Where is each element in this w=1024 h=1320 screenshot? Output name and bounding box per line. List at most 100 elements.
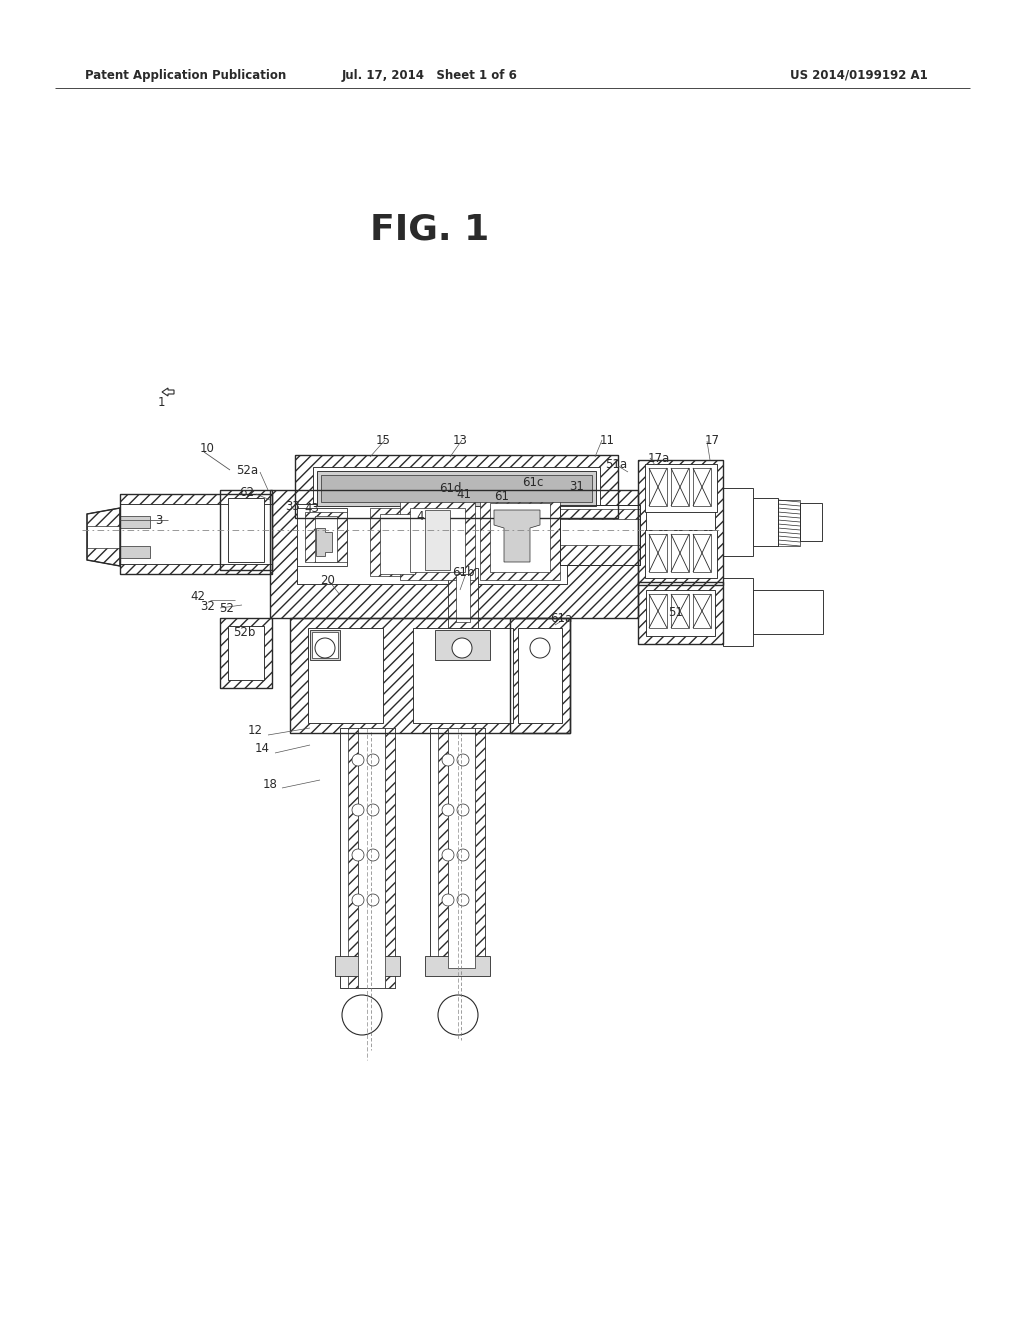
Polygon shape bbox=[435, 630, 490, 660]
Polygon shape bbox=[560, 545, 640, 565]
Circle shape bbox=[442, 754, 454, 766]
Text: 51a: 51a bbox=[605, 458, 627, 470]
Polygon shape bbox=[560, 506, 640, 565]
Text: 52: 52 bbox=[219, 602, 234, 615]
Polygon shape bbox=[297, 508, 347, 566]
Text: 51: 51 bbox=[668, 606, 683, 619]
Polygon shape bbox=[649, 535, 667, 572]
Polygon shape bbox=[649, 469, 667, 506]
Polygon shape bbox=[693, 469, 711, 506]
Polygon shape bbox=[456, 574, 470, 622]
Polygon shape bbox=[510, 618, 570, 733]
Text: 42: 42 bbox=[190, 590, 205, 602]
Text: 4: 4 bbox=[416, 510, 424, 523]
Circle shape bbox=[457, 804, 469, 816]
Polygon shape bbox=[475, 729, 485, 968]
Polygon shape bbox=[518, 628, 562, 723]
Polygon shape bbox=[646, 469, 715, 577]
Text: FIG. 1: FIG. 1 bbox=[371, 213, 489, 247]
Polygon shape bbox=[490, 503, 550, 572]
Polygon shape bbox=[312, 632, 338, 657]
Polygon shape bbox=[120, 504, 272, 564]
Text: 61: 61 bbox=[495, 490, 510, 503]
Text: 52b: 52b bbox=[233, 627, 256, 639]
Circle shape bbox=[352, 849, 364, 861]
Text: 52a: 52a bbox=[236, 463, 258, 477]
Circle shape bbox=[457, 894, 469, 906]
Text: 18: 18 bbox=[263, 777, 278, 791]
Polygon shape bbox=[560, 510, 640, 519]
Polygon shape bbox=[220, 490, 272, 570]
Circle shape bbox=[442, 804, 454, 816]
Text: 1: 1 bbox=[158, 396, 166, 408]
Polygon shape bbox=[220, 618, 272, 688]
Text: 43: 43 bbox=[304, 503, 319, 516]
Circle shape bbox=[457, 849, 469, 861]
Text: 11: 11 bbox=[600, 433, 615, 446]
Polygon shape bbox=[638, 582, 723, 644]
Text: 17a: 17a bbox=[648, 451, 671, 465]
Text: US 2014/0199192 A1: US 2014/0199192 A1 bbox=[790, 69, 928, 82]
Polygon shape bbox=[305, 512, 347, 562]
Circle shape bbox=[452, 638, 472, 657]
Polygon shape bbox=[87, 525, 120, 548]
Polygon shape bbox=[645, 465, 717, 512]
Polygon shape bbox=[348, 729, 358, 987]
Circle shape bbox=[442, 849, 454, 861]
Text: 32: 32 bbox=[200, 599, 215, 612]
Text: 10: 10 bbox=[200, 441, 215, 454]
Polygon shape bbox=[358, 729, 385, 987]
Polygon shape bbox=[228, 626, 264, 680]
Polygon shape bbox=[335, 956, 400, 975]
Text: 61b: 61b bbox=[452, 566, 474, 579]
Polygon shape bbox=[638, 459, 723, 585]
Text: 61a: 61a bbox=[550, 611, 572, 624]
Polygon shape bbox=[723, 578, 753, 645]
Polygon shape bbox=[290, 618, 570, 733]
Polygon shape bbox=[317, 471, 596, 506]
Circle shape bbox=[367, 849, 379, 861]
Polygon shape bbox=[162, 388, 174, 396]
Polygon shape bbox=[340, 729, 395, 987]
Polygon shape bbox=[315, 516, 337, 562]
Polygon shape bbox=[370, 508, 425, 576]
Polygon shape bbox=[723, 488, 753, 556]
Circle shape bbox=[367, 894, 379, 906]
Polygon shape bbox=[310, 630, 340, 660]
Polygon shape bbox=[316, 528, 332, 556]
Polygon shape bbox=[449, 568, 478, 628]
Polygon shape bbox=[671, 535, 689, 572]
Polygon shape bbox=[228, 498, 264, 562]
Polygon shape bbox=[297, 504, 567, 583]
Polygon shape bbox=[646, 590, 715, 636]
Polygon shape bbox=[645, 531, 717, 578]
Polygon shape bbox=[413, 628, 513, 723]
Polygon shape bbox=[380, 513, 415, 574]
Polygon shape bbox=[400, 500, 475, 579]
Text: 3: 3 bbox=[156, 513, 163, 527]
Text: 61d: 61d bbox=[438, 483, 461, 495]
Polygon shape bbox=[120, 494, 272, 574]
Polygon shape bbox=[800, 503, 822, 541]
Polygon shape bbox=[753, 498, 778, 546]
Polygon shape bbox=[671, 594, 689, 628]
Circle shape bbox=[352, 754, 364, 766]
Circle shape bbox=[342, 995, 382, 1035]
Polygon shape bbox=[120, 546, 150, 558]
Circle shape bbox=[367, 804, 379, 816]
Polygon shape bbox=[494, 510, 540, 562]
Circle shape bbox=[367, 754, 379, 766]
Text: 31: 31 bbox=[569, 480, 585, 494]
Polygon shape bbox=[313, 467, 600, 510]
Polygon shape bbox=[410, 508, 465, 572]
Text: Patent Application Publication: Patent Application Publication bbox=[85, 69, 287, 82]
Text: 61c: 61c bbox=[522, 477, 544, 490]
Circle shape bbox=[352, 894, 364, 906]
Text: 20: 20 bbox=[321, 573, 336, 586]
Text: 62: 62 bbox=[239, 486, 254, 499]
Polygon shape bbox=[649, 594, 667, 628]
Text: 41: 41 bbox=[457, 488, 471, 502]
Text: 15: 15 bbox=[376, 433, 390, 446]
Polygon shape bbox=[430, 729, 485, 968]
Circle shape bbox=[315, 638, 335, 657]
